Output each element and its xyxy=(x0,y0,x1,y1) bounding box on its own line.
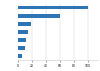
Bar xyxy=(18,38,26,42)
Bar xyxy=(18,54,22,58)
Bar xyxy=(18,46,25,50)
Bar xyxy=(18,30,28,34)
Bar xyxy=(18,14,60,18)
Bar xyxy=(18,22,30,26)
Bar xyxy=(18,6,88,9)
